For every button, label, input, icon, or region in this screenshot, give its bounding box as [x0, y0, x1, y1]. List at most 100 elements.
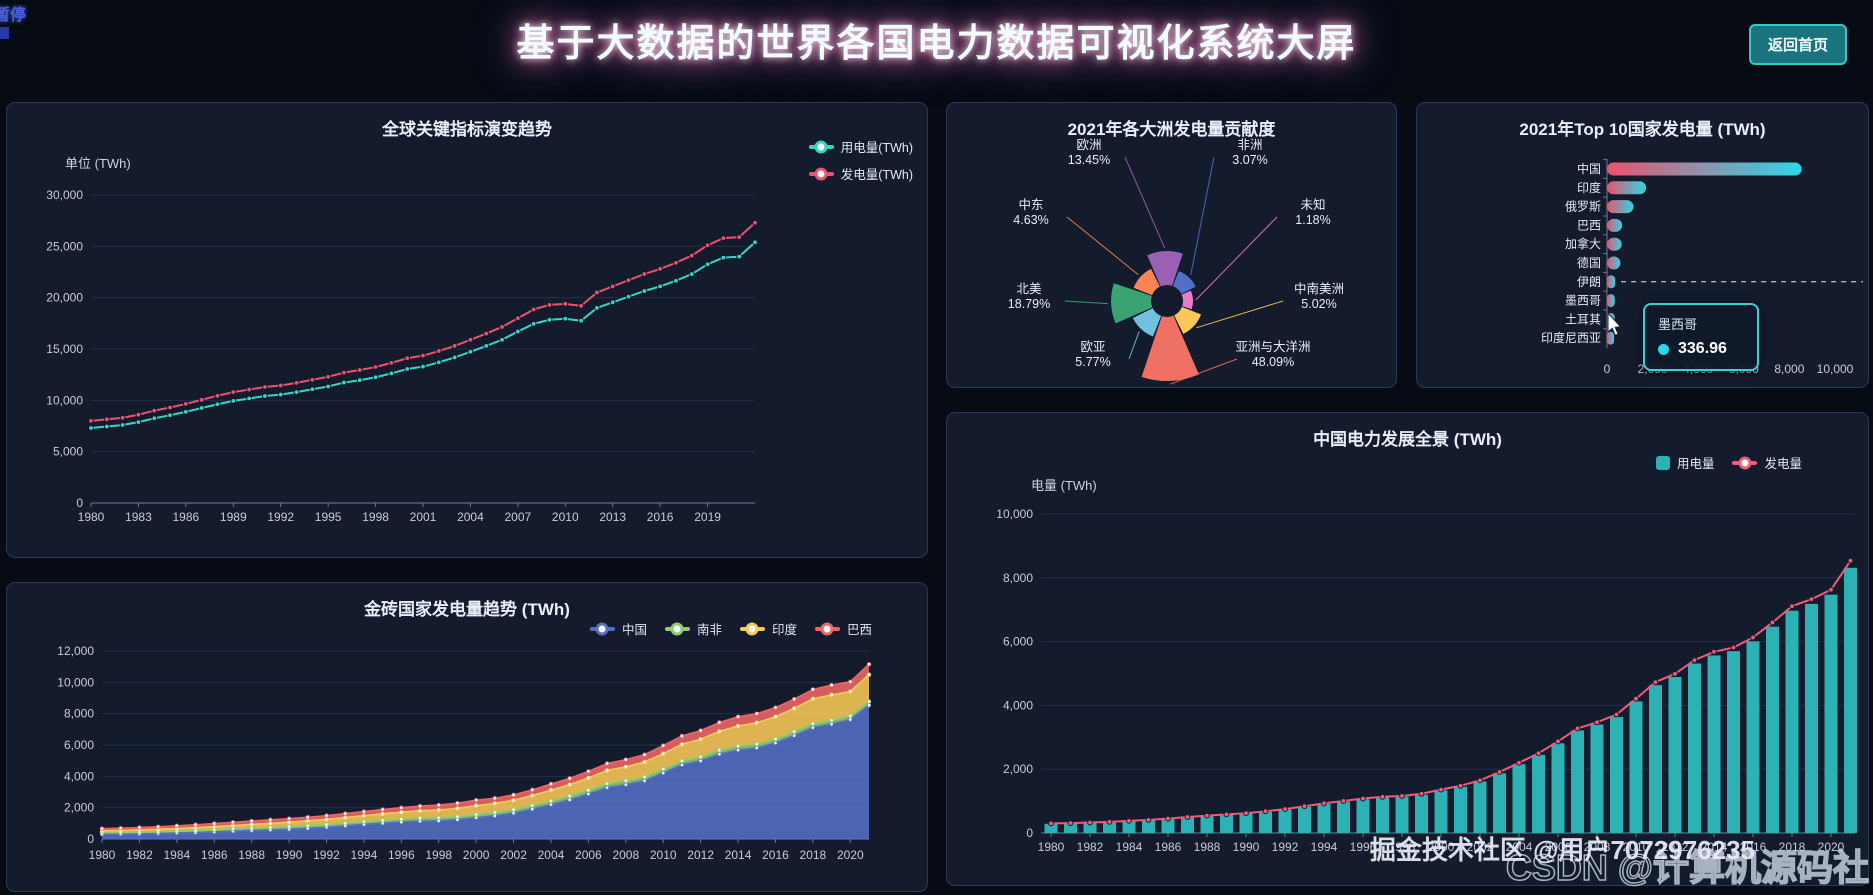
svg-text:2004: 2004: [457, 510, 484, 524]
svg-text:2016: 2016: [762, 848, 789, 862]
svg-text:1994: 1994: [351, 848, 378, 862]
legend-item-发电量[interactable]: 发电量: [1732, 453, 1802, 472]
legend-item-发电量(TWh)[interactable]: 发电量(TWh): [808, 164, 913, 183]
legend-label: 印度: [771, 623, 797, 637]
svg-text:1988: 1988: [238, 848, 265, 862]
svg-text:1984: 1984: [163, 848, 190, 862]
svg-text:1990: 1990: [1233, 840, 1260, 854]
svg-text:8,000: 8,000: [64, 707, 94, 721]
svg-text:2018: 2018: [1779, 840, 1806, 854]
svg-text:2012: 2012: [687, 848, 714, 862]
svg-text:1988: 1988: [1194, 840, 1221, 854]
svg-text:1992: 1992: [313, 848, 340, 862]
svg-text:德国: 德国: [1577, 255, 1601, 270]
svg-text:2008: 2008: [1584, 840, 1611, 854]
global-trend-chart[interactable]: 0 5,000 10,000 15,000 20,000 25,000 30,000 1980…: [7, 181, 927, 557]
tooltip-series-dot: [1658, 343, 1669, 355]
svg-text:1998: 1998: [362, 510, 389, 524]
svg-text:0: 0: [76, 496, 83, 510]
china-legend: 用电量 发电量: [1655, 453, 1802, 472]
svg-text:加拿大: 加拿大: [1565, 236, 1601, 251]
mouse-cursor-icon: [1607, 313, 1622, 336]
svg-text:5,000: 5,000: [53, 445, 83, 459]
svg-text:2016: 2016: [647, 510, 674, 524]
svg-text:15,000: 15,000: [46, 342, 83, 356]
svg-text:中国: 中国: [1577, 161, 1601, 176]
continent-pie-chart[interactable]: 欧洲 13.45% 非洲 3.07% 未知 1.18% 中南美洲 5.02% 亚洲与大洋洲 48.…: [947, 103, 1396, 387]
corner-glyph: [0, 27, 9, 39]
svg-text:2,000: 2,000: [64, 801, 94, 815]
svg-text:10,000: 10,000: [46, 393, 83, 407]
svg-text:8,000: 8,000: [1003, 571, 1033, 585]
svg-text:1994: 1994: [1311, 840, 1338, 854]
china-y-axis-name: 电量 (TWh): [1031, 478, 1097, 493]
legend-item-印度[interactable]: 印度: [739, 619, 797, 638]
chart-tooltip: 墨西哥 336.96: [1643, 303, 1759, 371]
svg-text:巴西: 巴西: [1577, 218, 1601, 232]
pause-link[interactable]: 暂停: [0, 7, 27, 24]
svg-text:2,000: 2,000: [1003, 762, 1033, 776]
svg-text:1992: 1992: [1272, 840, 1299, 854]
svg-text:4,000: 4,000: [64, 769, 94, 783]
watermark-csdn: CSDN @计算机源码社: [1505, 846, 1870, 889]
svg-text:2002: 2002: [500, 848, 527, 862]
legend-item-用电量(TWh)[interactable]: 用电量(TWh): [808, 137, 913, 156]
svg-text:1998: 1998: [1389, 840, 1416, 854]
legend-label: 中国: [621, 623, 647, 637]
svg-text:2020: 2020: [1818, 840, 1845, 854]
legend-item-巴西[interactable]: 巴西: [814, 619, 872, 638]
brics-chart[interactable]: 0 2,000 4,000 6,000 8,000 10,000 12,000 1980 198…: [7, 643, 927, 891]
svg-text:10,000: 10,000: [1817, 362, 1854, 376]
svg-text:2016: 2016: [1740, 840, 1767, 854]
panel-global-trend: 全球关键指标演变趋势 单位 (TWh) 用电量(TWh) 发电量(TWh) 0 5,…: [6, 102, 928, 558]
svg-text:0: 0: [1026, 826, 1033, 840]
svg-text:1980: 1980: [78, 510, 105, 524]
top10-chart[interactable]: 中国印度俄罗斯巴西加拿大德国伊朗墨西哥土耳其印度尼西亚02,0004,0006,…: [1417, 147, 1868, 387]
legend-item-用电量[interactable]: 用电量: [1655, 453, 1715, 472]
svg-text:2004: 2004: [538, 848, 565, 862]
svg-text:中东4.63%: 中东 4.63%: [1013, 197, 1048, 227]
svg-text:1986: 1986: [173, 510, 200, 524]
svg-text:1986: 1986: [1155, 840, 1182, 854]
panel-continent-pie: 2021年各大洲发电量贡献度 欧洲 13.45% 非洲 3.07% 未知 1.18% 中南美…: [946, 102, 1397, 388]
svg-text:6,000: 6,000: [1003, 635, 1033, 649]
svg-text:1996: 1996: [1350, 840, 1377, 854]
watermark-juejin: 掘金技术社区 @用户7072976235: [1369, 835, 1755, 865]
svg-text:1984: 1984: [1116, 840, 1143, 854]
legend-label: 发电量(TWh): [840, 168, 913, 182]
svg-text:2008: 2008: [612, 848, 639, 862]
svg-text:10,000: 10,000: [57, 675, 94, 689]
panel-top10: 2021年Top 10国家发电量 (TWh) 中国 印度 俄罗斯 巴西 加拿大 德国 伊朗墨…: [1416, 102, 1869, 388]
china-overview-title: 中国电力发展全景 (TWh): [1313, 430, 1502, 449]
legend-item-中国[interactable]: 中国: [589, 619, 647, 638]
legend-item-南非[interactable]: 南非: [664, 619, 722, 638]
svg-text:2000: 2000: [463, 848, 490, 862]
top10-title: 2021年Top 10国家发电量 (TWh): [1519, 120, 1766, 139]
legend-label: 用电量(TWh): [840, 141, 913, 155]
legend-label: 用电量: [1676, 457, 1715, 471]
svg-text:1982: 1982: [1077, 840, 1104, 854]
svg-text:1989: 1989: [220, 510, 247, 524]
svg-text:未知1.18%: 未知 1.18%: [1295, 198, 1330, 227]
svg-text:1980: 1980: [89, 848, 116, 862]
svg-text:2014: 2014: [1701, 840, 1728, 854]
page-title: 基于大数据的世界各国电力数据可视化系统大屏: [516, 23, 1357, 65]
global-trend-y-axis-name: 单位 (TWh): [65, 156, 131, 171]
svg-text:2000: 2000: [1428, 840, 1455, 854]
svg-text:墨西哥: 墨西哥: [1565, 294, 1601, 308]
svg-text:1982: 1982: [126, 848, 153, 862]
svg-text:印度尼西亚: 印度尼西亚: [1541, 330, 1601, 345]
svg-text:伊朗: 伊朗: [1577, 275, 1601, 289]
legend-label: 南非: [696, 623, 722, 637]
svg-text:印度: 印度: [1577, 180, 1601, 195]
svg-text:1986: 1986: [201, 848, 228, 862]
svg-text:1983: 1983: [125, 510, 152, 524]
china-overview-chart[interactable]: 0 2,000 4,000 6,000 8,000 10,000 1980 1982 1984 1…: [947, 501, 1868, 885]
svg-text:30,000: 30,000: [46, 188, 83, 202]
back-home-button[interactable]: 返回首页: [1748, 24, 1847, 65]
